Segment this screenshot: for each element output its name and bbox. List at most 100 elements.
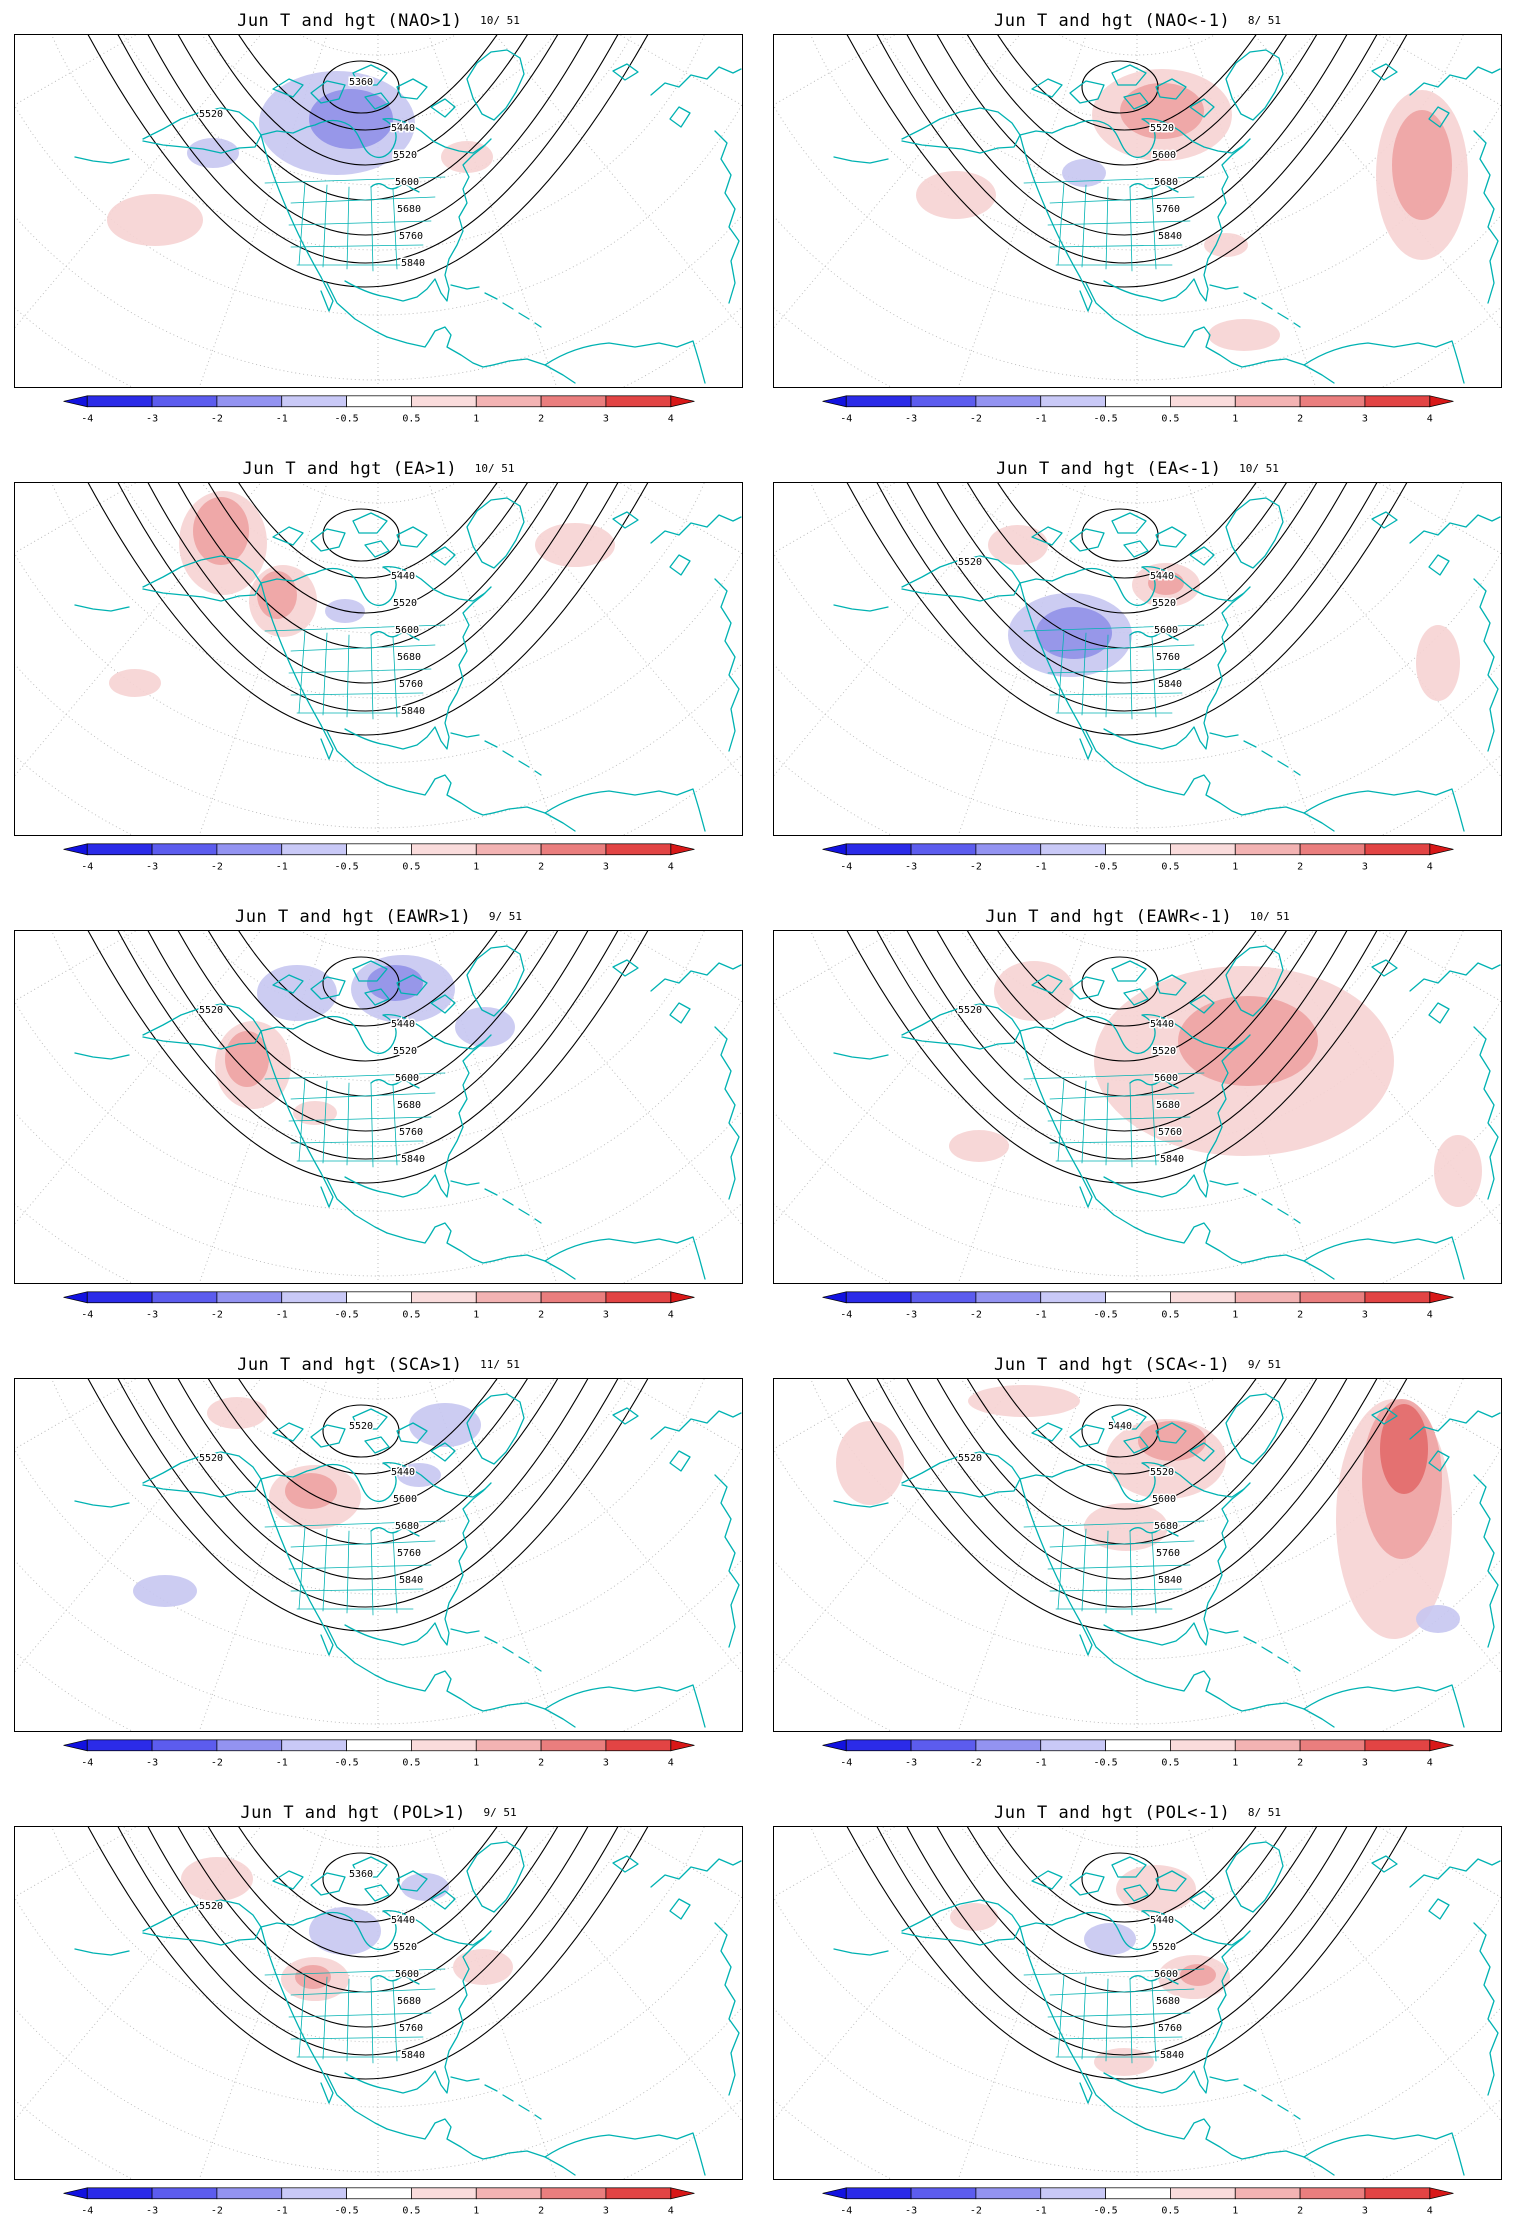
- colorbar-tick: -3: [146, 1757, 158, 1768]
- colorbar-segment: [1364, 1291, 1430, 1304]
- colorbar-tick: 3: [602, 413, 608, 424]
- anomaly-blob: [1084, 1503, 1168, 1551]
- colorbar-row: -4 -3 -2 -1 -0.5 0.5 1 2 3 4: [773, 1284, 1502, 1340]
- anomaly-blob: [836, 1421, 904, 1505]
- colorbar-tick: 4: [1426, 413, 1432, 424]
- contour-label: 5520: [393, 598, 417, 609]
- temperature-anomaly-shading: [949, 961, 1482, 1207]
- panel-title-text: Jun T and hgt (NAO>1): [237, 11, 463, 31]
- colorbar-tick: -0.5: [1093, 1309, 1117, 1320]
- anomaly-blob: [1380, 1404, 1428, 1494]
- colorbar-row: -4 -3 -2 -1 -0.5 0.5 1 2 3 4: [773, 2180, 1502, 2230]
- map-frame: 5520 5440 5520 5600 5680 5760 5840: [773, 1378, 1502, 1732]
- anomaly-blob: [949, 1130, 1009, 1162]
- contour-label: 5520: [1150, 1467, 1174, 1478]
- colorbar-segment: [910, 1739, 976, 1752]
- colorbar-segment: [1104, 395, 1171, 408]
- colorbar-segment: [1039, 843, 1106, 856]
- contour-label: 5520: [199, 1005, 223, 1016]
- colorbar-tick: 3: [1361, 2205, 1367, 2216]
- contour-label: 5760: [399, 679, 423, 690]
- colorbar-segment: [845, 395, 911, 408]
- colorbar-arrow-left: [821, 2187, 847, 2200]
- colorbar-segment: [151, 1291, 217, 1304]
- colorbar-arrow-right: [1428, 1291, 1454, 1304]
- colorbar-tick: 0.5: [1161, 1309, 1179, 1320]
- colorbar-tick: -0.5: [334, 413, 358, 424]
- contour-label: 5520: [199, 109, 223, 120]
- anomaly-blob: [285, 1473, 337, 1509]
- map-frame: 5520 5440 5520 5600 5760 5840: [773, 482, 1502, 836]
- anomaly-blob: [1094, 2048, 1154, 2076]
- contour-label: 5600: [1152, 1494, 1176, 1505]
- temperature-anomaly-shading: [950, 1865, 1230, 2076]
- colorbar-tick: 0.5: [1161, 861, 1179, 872]
- contour-label: 5440: [391, 571, 415, 582]
- colorbar-segment: [410, 1739, 477, 1752]
- contour-label: 5440: [1150, 1019, 1174, 1030]
- anomaly-blob: [397, 1463, 441, 1487]
- colorbar: -4 -3 -2 -1 -0.5 0.5 1 2 3 4: [821, 843, 1454, 872]
- colorbar-tick: 2: [538, 1757, 544, 1768]
- colorbar-segment: [1169, 843, 1236, 856]
- colorbar-segment: [1299, 843, 1365, 856]
- colorbar-tick: 1: [1232, 2205, 1238, 2216]
- colorbar-segment: [1104, 1739, 1171, 1752]
- colorbar-tick: -1: [1034, 861, 1046, 872]
- colorbar-segment: [1299, 395, 1365, 408]
- colorbar-segment: [1169, 395, 1236, 408]
- colorbar-segment: [605, 1291, 671, 1304]
- colorbar-segment: [1039, 1291, 1106, 1304]
- colorbar-tick: 3: [1361, 1757, 1367, 1768]
- contour-labels: 5520 5360 5440 5520 5600 5680 5760 5840: [197, 76, 426, 271]
- contour-label: 5520: [1152, 1046, 1176, 1057]
- composite-map-panel: Jun T and hgt (EAWR>1) 9/ 51 5520 5440 5…: [14, 904, 743, 1340]
- colorbar-tick: -1: [275, 861, 287, 872]
- anomaly-blob: [409, 1403, 481, 1447]
- colorbar-tick: 3: [1361, 1309, 1367, 1320]
- contour-label: 5840: [401, 2050, 425, 2061]
- colorbar-tick: 2: [538, 2205, 544, 2216]
- map-frame: 5520 5360 5440 5520 5600 5680 5760 5840: [14, 34, 743, 388]
- panel-sample-count: 10/ 51: [1249, 910, 1290, 923]
- contour-label: 5760: [1158, 1127, 1182, 1138]
- panel-title: Jun T and hgt (EA>1) 10/ 51: [14, 456, 743, 482]
- map-canvas: 5520 5440 5520 5600 5680 5760 5840: [774, 1379, 1501, 1731]
- contour-label: 5840: [1158, 679, 1182, 690]
- colorbar-tick: 2: [1297, 413, 1303, 424]
- colorbar-tick: -3: [146, 861, 158, 872]
- height-contours: [843, 483, 1411, 736]
- colorbar-segment: [475, 1291, 541, 1304]
- graticule: [15, 483, 742, 835]
- contour-labels: 5520 5440 5520 5600 5680 5760 5840: [197, 1004, 426, 1167]
- colorbar-segment: [1104, 2187, 1171, 2200]
- temperature-anomaly-shading: [107, 71, 493, 246]
- colorbar-segment: [975, 2187, 1041, 2200]
- colorbar: -4 -3 -2 -1 -0.5 0.5 1 2 3 4: [821, 2187, 1454, 2216]
- map-frame: 5440 5520 5600 5680 5760 5840: [773, 1826, 1502, 2180]
- contour-label: 5520: [199, 1453, 223, 1464]
- colorbar-segment: [280, 395, 347, 408]
- map-frame: 5520 5600 5680 5760 5840: [773, 34, 1502, 388]
- colorbar-arrow-right: [1428, 2187, 1454, 2200]
- colorbar-tick: -1: [275, 2205, 287, 2216]
- anomaly-blob: [1036, 607, 1112, 659]
- colorbar-segment: [605, 2187, 671, 2200]
- colorbar-segment: [216, 1739, 282, 1752]
- colorbar-tick: 0.5: [402, 861, 420, 872]
- contour-label: 5680: [1154, 1521, 1178, 1532]
- anomaly-blob: [1416, 1605, 1460, 1633]
- colorbar-tick: 4: [667, 413, 673, 424]
- anomaly-blob: [1208, 319, 1280, 351]
- anomaly-blob: [295, 1965, 331, 1989]
- contour-label: 5360: [349, 1869, 373, 1880]
- anomaly-blob: [193, 497, 249, 565]
- anomaly-blob: [1416, 625, 1460, 701]
- colorbar-segment: [975, 1291, 1041, 1304]
- colorbar: -4 -3 -2 -1 -0.5 0.5 1 2 3 4: [62, 2187, 695, 2216]
- contour-label: 5520: [1152, 1942, 1176, 1953]
- colorbar-segment: [1364, 395, 1430, 408]
- contour-label: 5600: [395, 1969, 419, 1980]
- colorbar-tick: 0.5: [402, 1309, 420, 1320]
